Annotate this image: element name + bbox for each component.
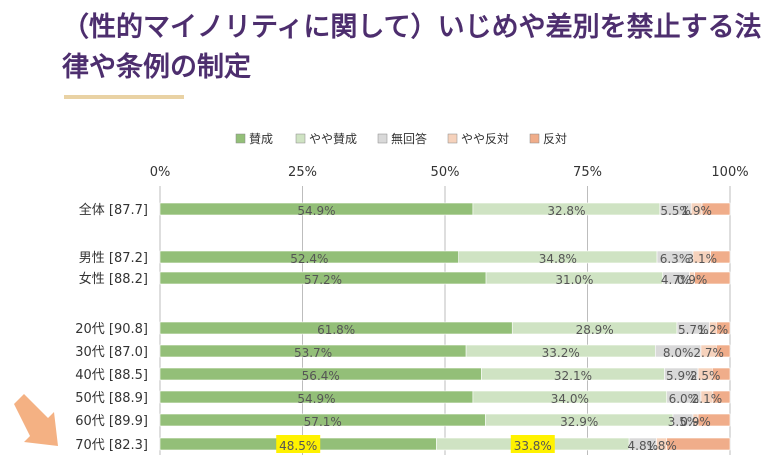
data-label: 34.8% [539,252,577,266]
bar-segment [666,437,731,451]
data-label: 4.8% [628,439,659,453]
category-label: 60代 [89.9] [75,414,148,429]
data-label: 3.5% [668,415,699,429]
bar-segment [697,413,731,427]
bar-segment [712,390,731,404]
x-tick-label: 0% [150,165,171,180]
legend-label: 反対 [543,132,567,146]
data-label: 53.7% [294,346,332,360]
data-label-highlight [510,435,555,453]
data-label: 4.7% [661,273,692,287]
arrow-icon [14,394,58,446]
highlight-arrow [14,394,58,446]
data-label: 3.1% [687,252,718,266]
bar-segment [716,344,731,358]
data-label: 56.4% [302,369,340,383]
data-label: 34.0% [551,392,589,406]
data-label: 0.9% [680,415,711,429]
page-title: （性的マイノリティに関して）いじめや差別を禁止する法律や条例の制定 [62,12,762,83]
title-underline [64,95,184,99]
category-label: 30代 [87.0] [75,345,148,360]
data-label: 52.4% [290,252,328,266]
data-label: 6.0% [669,392,700,406]
bar-segment [694,271,731,285]
category-label: 50代 [88.9] [75,391,148,406]
data-label: 1.9% [681,204,712,218]
x-tick-label: 100% [711,165,748,180]
data-label: 32.1% [554,369,592,383]
data-label: 1.8% [646,439,677,453]
category-label: 40代 [88.5] [75,368,148,383]
legend-label: やや反対 [461,132,509,146]
data-label: 61.8% [317,323,355,337]
category-label: 女性 [88.2] [79,271,148,287]
data-label: 1.2% [698,323,729,337]
legend-swatch [529,133,540,144]
category-labels: 全体 [87.7] 男性 [87.2] 女性 [88.2] 20代 [90.8] 30代… [75,202,148,453]
data-label: 32.9% [560,415,598,429]
data-label: 0.9% [677,273,708,287]
data-label: 6.3% [660,252,691,266]
data-label: 54.9% [297,204,335,218]
data-label: 31.0% [555,273,593,287]
data-label: 54.9% [297,392,335,406]
gridlines [159,186,731,455]
legend-label: 無回答 [391,131,427,146]
x-tick-label: 75% [573,165,602,180]
data-label: 28.9% [576,323,614,337]
bar-segment [712,367,731,381]
bar-segment [701,202,731,216]
data-label: 8.0% [663,346,694,360]
x-tick-label: 50% [431,165,460,180]
legend-swatch [235,133,246,144]
data-label: 2.1% [692,392,723,406]
data-label: 57.2% [304,273,342,287]
category-label: 男性 [87.2] [79,251,148,266]
data-label: 5.7% [678,323,709,337]
x-axis-ticks: 0% 25% 50% 75% 100% [150,165,749,180]
data-label-highlight [276,435,321,453]
legend-swatch [447,133,458,144]
category-label: 全体 [87.7] [79,202,148,218]
data-label: 57.1% [304,415,342,429]
data-label: 33.8% [514,439,552,453]
legend-swatch [295,133,306,144]
data-label: 33.2% [542,346,580,360]
data-label: 48.5% [279,439,317,453]
legend-label: やや賛成 [309,132,357,146]
legend-label: 賛成 [249,132,273,146]
legend-swatch [377,133,388,144]
data-label: 2.7% [693,346,724,360]
data-label: 32.8% [547,204,585,218]
chart-legend: 賛成 やや賛成 無回答 やや反対 反対 [235,131,567,146]
data-label: 2.5% [690,369,721,383]
data-label: 5.9% [666,369,697,383]
bar-segment [716,321,731,335]
category-label: 20代 [90.8] [75,322,148,337]
category-label: 70代 [82.3] [75,438,148,453]
x-tick-label: 25% [288,165,317,180]
bar-segment [710,250,731,264]
bars: 54.9% 32.8% 5.5%1.9% 52.4% 34.8% 6.3%3.1% 57.2… [159,202,731,453]
data-label: 5.5% [660,204,691,218]
